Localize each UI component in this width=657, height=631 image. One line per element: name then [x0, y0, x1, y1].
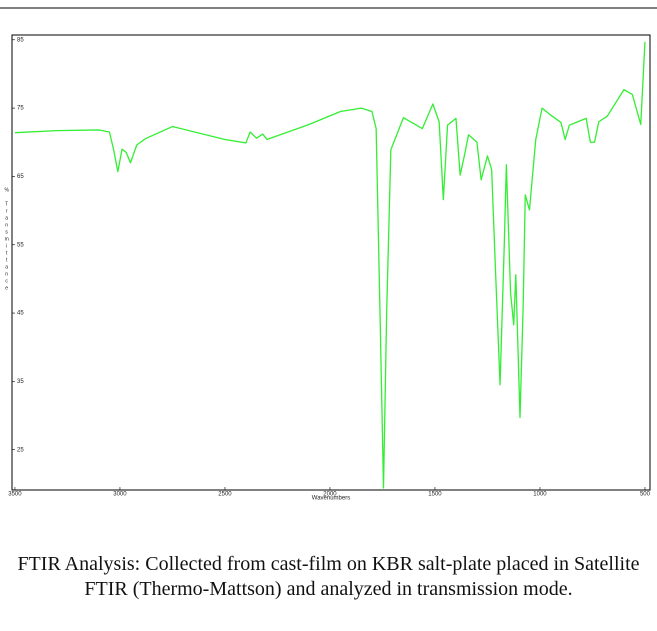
y-tick-label: 75 — [17, 106, 24, 112]
x-tick-label: 3500 — [8, 492, 22, 498]
x-axis-label: Wavenumbers — [312, 496, 350, 502]
spectrum-line — [14, 41, 646, 489]
x-tick-label: 500 — [640, 492, 651, 498]
y-tick-label: 45 — [17, 311, 24, 317]
x-tick-label: 3000 — [113, 492, 127, 498]
plot-frame — [11, 34, 651, 491]
y-tick-label: 55 — [17, 242, 24, 248]
x-tick-label: 1000 — [533, 492, 547, 498]
y-tick-label: 65 — [17, 174, 24, 180]
x-tick-label: 2000 — [323, 492, 337, 498]
chart: % Transmittance Wavenumbers 85 75 65 55 45 35… — [0, 7, 657, 502]
caption: FTIR Analysis: Collected from cast-film … — [17, 553, 640, 600]
y-tick-label: 25 — [17, 447, 24, 453]
x-tick-label: 2500 — [218, 492, 232, 498]
x-tick-label: 1500 — [428, 492, 442, 498]
y-axis-label: % Transmittance — [4, 188, 10, 293]
y-tick-label: 85 — [17, 37, 24, 43]
y-tick-label: 35 — [17, 379, 24, 385]
